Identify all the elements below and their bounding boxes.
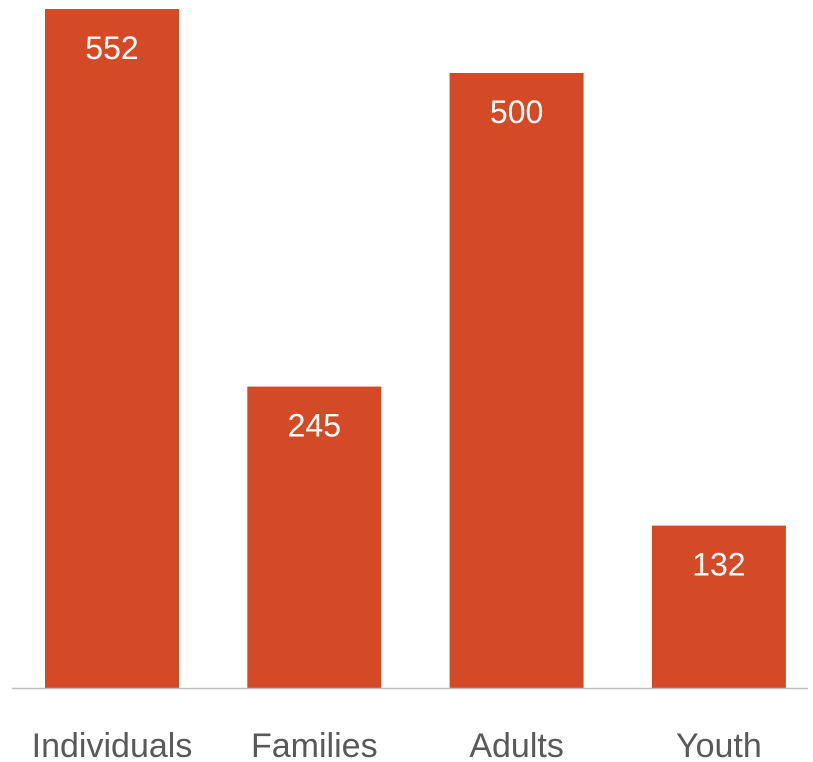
bar-youth <box>651 525 786 688</box>
bar-individuals <box>45 9 179 688</box>
value-label-youth: 132 <box>692 547 745 583</box>
value-label-adults: 500 <box>490 94 543 130</box>
category-labels-group: Individuals Families Adults Youth <box>32 727 762 762</box>
bar-adults <box>449 73 584 688</box>
bars-group <box>45 9 786 688</box>
value-label-individuals: 552 <box>85 30 138 66</box>
category-label-individuals: Individuals <box>32 727 193 762</box>
category-label-families: Families <box>251 727 378 762</box>
value-label-families: 245 <box>288 408 341 444</box>
bar-families <box>247 386 382 688</box>
value-labels-group: 552 245 500 132 <box>85 30 745 583</box>
category-label-youth: Youth <box>676 727 762 762</box>
category-label-adults: Adults <box>469 727 564 762</box>
